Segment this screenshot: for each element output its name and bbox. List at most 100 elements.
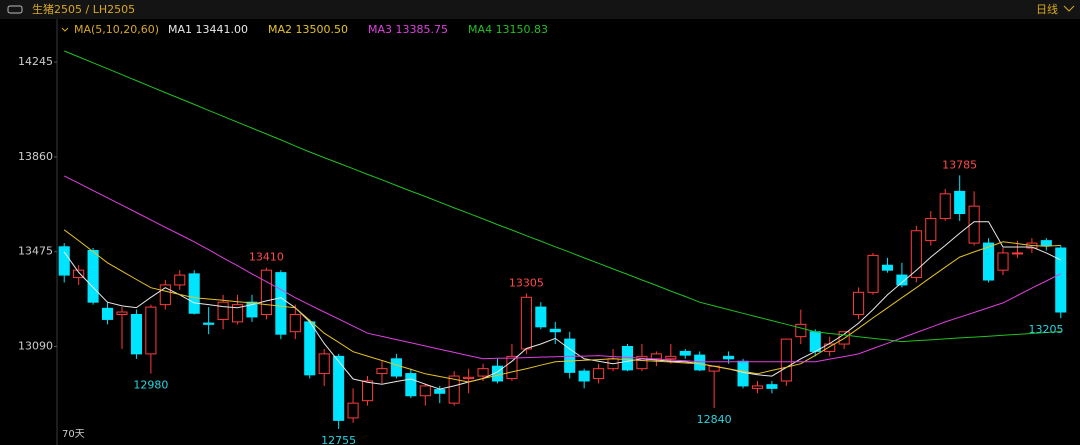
period-chevron[interactable]: [1063, 5, 1075, 12]
extreme-label: 12755: [321, 434, 356, 445]
candle-body: [333, 355, 345, 421]
candle-body: [304, 321, 316, 376]
candle-body: [174, 274, 186, 286]
candle-body: [289, 313, 301, 333]
legend-value: 13150.83: [496, 23, 549, 36]
candle-body: [723, 355, 735, 360]
ma-line: [63, 221, 1062, 390]
candle-body: [954, 190, 966, 215]
candle-body: [968, 205, 980, 244]
y-tick-label: 13860: [18, 150, 53, 163]
legend-name: MA2: [268, 23, 292, 36]
y-tick-label: 14245: [18, 55, 53, 68]
candle-body: [650, 353, 662, 360]
candle-body: [203, 322, 215, 325]
candle-body: [159, 284, 171, 306]
legend: MA1 13441.00 MA2 13500.50 MA3 13385.75 MA4 …: [168, 23, 548, 36]
candle-body: [751, 385, 764, 389]
candle-body: [434, 389, 446, 394]
candle-body: [217, 301, 229, 320]
candle-body: [246, 301, 258, 318]
period[interactable]: 日线: [1036, 2, 1058, 16]
candle-body: [766, 384, 778, 389]
candle-body: [477, 368, 489, 377]
candle-body: [101, 307, 114, 320]
candle-body: [853, 291, 865, 315]
candle-body: [260, 269, 272, 315]
candle-body: [694, 354, 706, 371]
candle-body: [145, 306, 157, 355]
link-icon[interactable]: [7, 5, 23, 14]
candle-body: [448, 375, 460, 404]
candle-body: [795, 323, 807, 338]
candle-body: [809, 331, 821, 352]
candle-body: [621, 346, 634, 371]
candle-body: [679, 350, 691, 356]
candle-body: [405, 373, 417, 397]
candle-body: [881, 264, 894, 271]
extreme-label: 12980: [133, 379, 168, 392]
legend-name: MA4: [468, 23, 492, 36]
candle-body: [867, 254, 879, 293]
candle-body: [1040, 240, 1052, 247]
indicator[interactable]: MA(5,10,20,60): [74, 23, 159, 36]
candle-body: [318, 353, 330, 375]
candle-body: [896, 274, 908, 286]
candle-body: [737, 360, 749, 387]
candle-body: [87, 249, 99, 303]
legend-entry: MA4 13150.83: [468, 23, 548, 36]
legend-value: 13500.50: [296, 23, 349, 36]
candle-body: [636, 355, 648, 370]
candle-body: [925, 217, 937, 242]
candle-body: [188, 273, 200, 314]
symbol[interactable]: 生猪2505 / LH2505: [32, 2, 135, 16]
candle-body: [983, 242, 995, 281]
candle-body: [130, 313, 142, 355]
candle-body: [1011, 252, 1024, 255]
extreme-label: 13205: [1029, 323, 1064, 336]
legend-entry: MA2 13500.50: [268, 23, 348, 36]
candle-body: [463, 376, 475, 380]
legend-entry: MA3 13385.75: [368, 23, 448, 36]
candle-body: [593, 368, 605, 380]
indicator-chevron[interactable]: [61, 27, 69, 32]
candle-body: [491, 365, 504, 382]
candle-body: [1055, 247, 1067, 313]
candle-body: [506, 355, 518, 380]
y-tick-label: 13090: [18, 340, 53, 353]
candle-body: [665, 355, 677, 360]
candle-body: [564, 338, 576, 373]
ma-line: [63, 229, 1061, 383]
candle-body: [73, 269, 85, 279]
candle-body: [376, 368, 388, 375]
candle-body: [535, 306, 547, 328]
candle-body: [549, 328, 561, 333]
range-label: 70天: [62, 429, 85, 440]
candle-body: [347, 402, 359, 419]
candle-body: [910, 230, 922, 279]
candle-body: [361, 380, 374, 402]
legend-value: 13385.75: [396, 23, 449, 36]
candle-body: [275, 272, 287, 335]
candle-body: [390, 358, 402, 377]
candle-body: [419, 385, 431, 397]
candle-body: [939, 193, 951, 219]
extreme-label: 12840: [697, 413, 732, 426]
candle-body: [58, 246, 70, 276]
ma-line: [64, 50, 1061, 343]
extreme-label: 13305: [509, 277, 544, 290]
candle-body: [997, 252, 1009, 271]
candle-body: [780, 338, 792, 382]
legend-name: MA1: [168, 23, 192, 36]
extreme-label: 13785: [942, 158, 977, 171]
legend-entry: MA1 13441.00: [168, 23, 248, 36]
top-bar: [0, 0, 1080, 19]
candle-body: [116, 311, 128, 315]
legend-name: MA3: [368, 23, 392, 36]
extreme-label: 13410: [249, 251, 284, 264]
y-tick-label: 13475: [18, 245, 53, 258]
candle-body: [231, 304, 244, 323]
candle-body: [578, 370, 590, 382]
